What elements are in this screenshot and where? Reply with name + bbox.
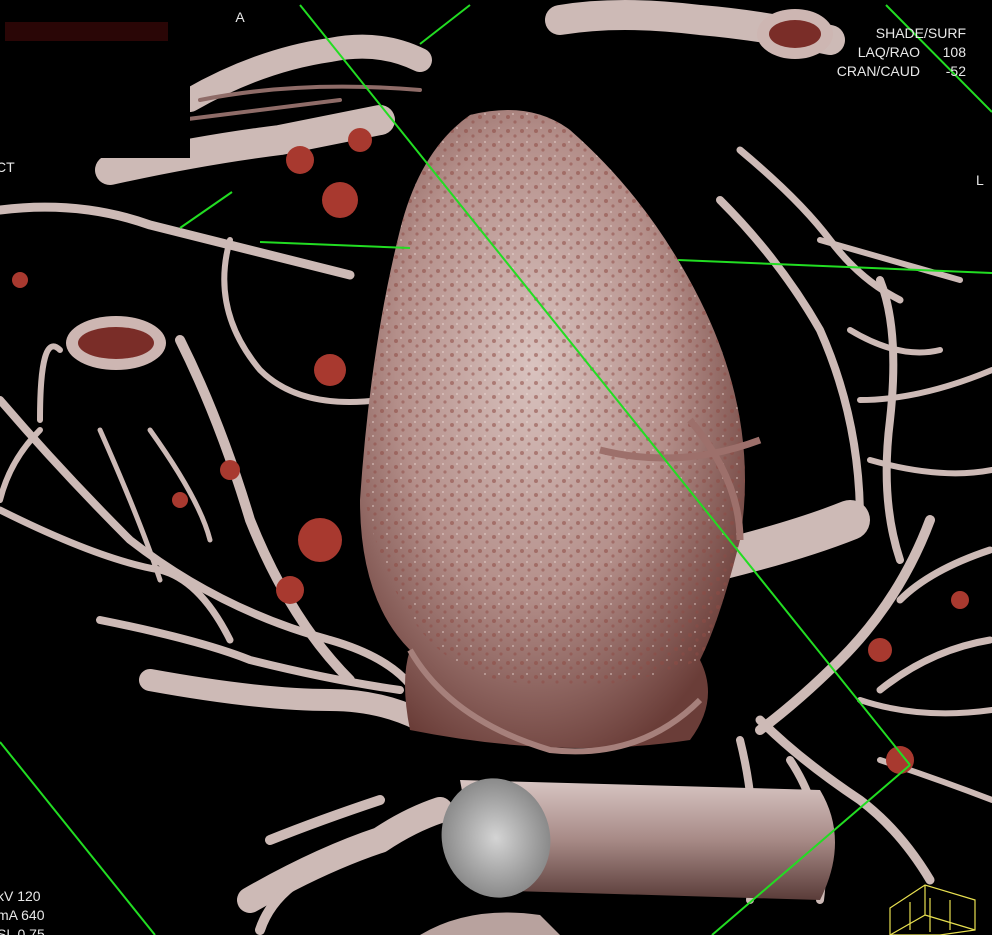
angle-value: -52 [946,63,966,79]
heart-texture [365,110,745,687]
angle-label: CRAN/CAUD [837,63,920,79]
scan-parameter: kV 120 [0,888,41,904]
modality: CT [0,159,15,175]
vessel-lumen [769,20,821,48]
orientation-label: A [235,9,245,25]
angle-label: LAQ/RAO [858,44,920,60]
scan-parameter: SL 0.75 [0,926,45,935]
redacted-bar [5,22,168,41]
coronary-vessel [599,417,762,541]
render-mode: SHADE/SURF [876,25,966,41]
orientation-cube [889,884,976,935]
tissue-specks [12,128,969,774]
orientation-label: L [976,172,984,188]
great-vessel [460,780,835,900]
scan-parameter: mA 640 [0,907,45,923]
vessel-cut [441,778,551,898]
angle-value: 108 [943,44,967,60]
great-vessel [420,912,560,935]
vessel-lumen [78,327,154,359]
coronary-vessel [407,648,703,755]
